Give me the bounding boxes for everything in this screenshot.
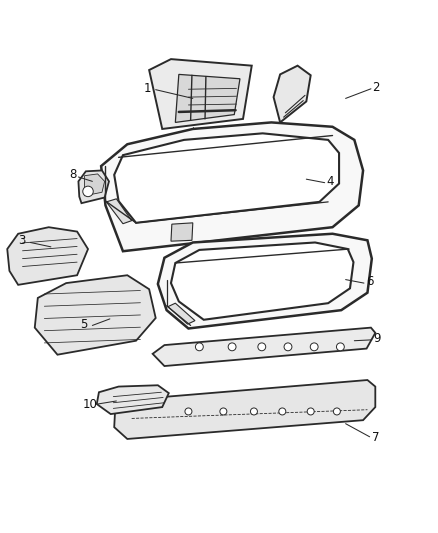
Circle shape bbox=[251, 408, 258, 415]
Circle shape bbox=[220, 408, 227, 415]
Circle shape bbox=[310, 343, 318, 351]
Polygon shape bbox=[78, 171, 109, 203]
Text: 3: 3 bbox=[18, 234, 25, 247]
Text: 4: 4 bbox=[327, 175, 334, 188]
Polygon shape bbox=[168, 303, 195, 324]
Circle shape bbox=[83, 186, 93, 197]
Circle shape bbox=[195, 343, 203, 351]
Polygon shape bbox=[158, 234, 372, 328]
Text: 5: 5 bbox=[80, 318, 87, 330]
Circle shape bbox=[307, 408, 314, 415]
Circle shape bbox=[228, 343, 236, 351]
Polygon shape bbox=[101, 123, 363, 251]
Text: 10: 10 bbox=[83, 398, 98, 410]
Polygon shape bbox=[114, 133, 339, 223]
Circle shape bbox=[279, 408, 286, 415]
Text: 2: 2 bbox=[372, 81, 380, 94]
Polygon shape bbox=[85, 174, 105, 196]
Polygon shape bbox=[35, 275, 155, 354]
Text: 1: 1 bbox=[143, 82, 151, 95]
Text: 8: 8 bbox=[69, 168, 76, 181]
Polygon shape bbox=[175, 75, 240, 123]
Polygon shape bbox=[152, 328, 375, 366]
Text: 7: 7 bbox=[371, 431, 379, 444]
Circle shape bbox=[333, 408, 340, 415]
Polygon shape bbox=[106, 199, 132, 224]
Polygon shape bbox=[114, 380, 375, 439]
Polygon shape bbox=[149, 59, 252, 129]
Circle shape bbox=[185, 408, 192, 415]
Polygon shape bbox=[274, 66, 311, 123]
Polygon shape bbox=[171, 223, 193, 241]
Text: 9: 9 bbox=[373, 332, 381, 345]
Circle shape bbox=[284, 343, 292, 351]
Text: 6: 6 bbox=[366, 275, 373, 288]
Circle shape bbox=[258, 343, 266, 351]
Polygon shape bbox=[7, 227, 88, 285]
Polygon shape bbox=[97, 385, 169, 414]
Polygon shape bbox=[171, 243, 353, 320]
Circle shape bbox=[336, 343, 344, 351]
